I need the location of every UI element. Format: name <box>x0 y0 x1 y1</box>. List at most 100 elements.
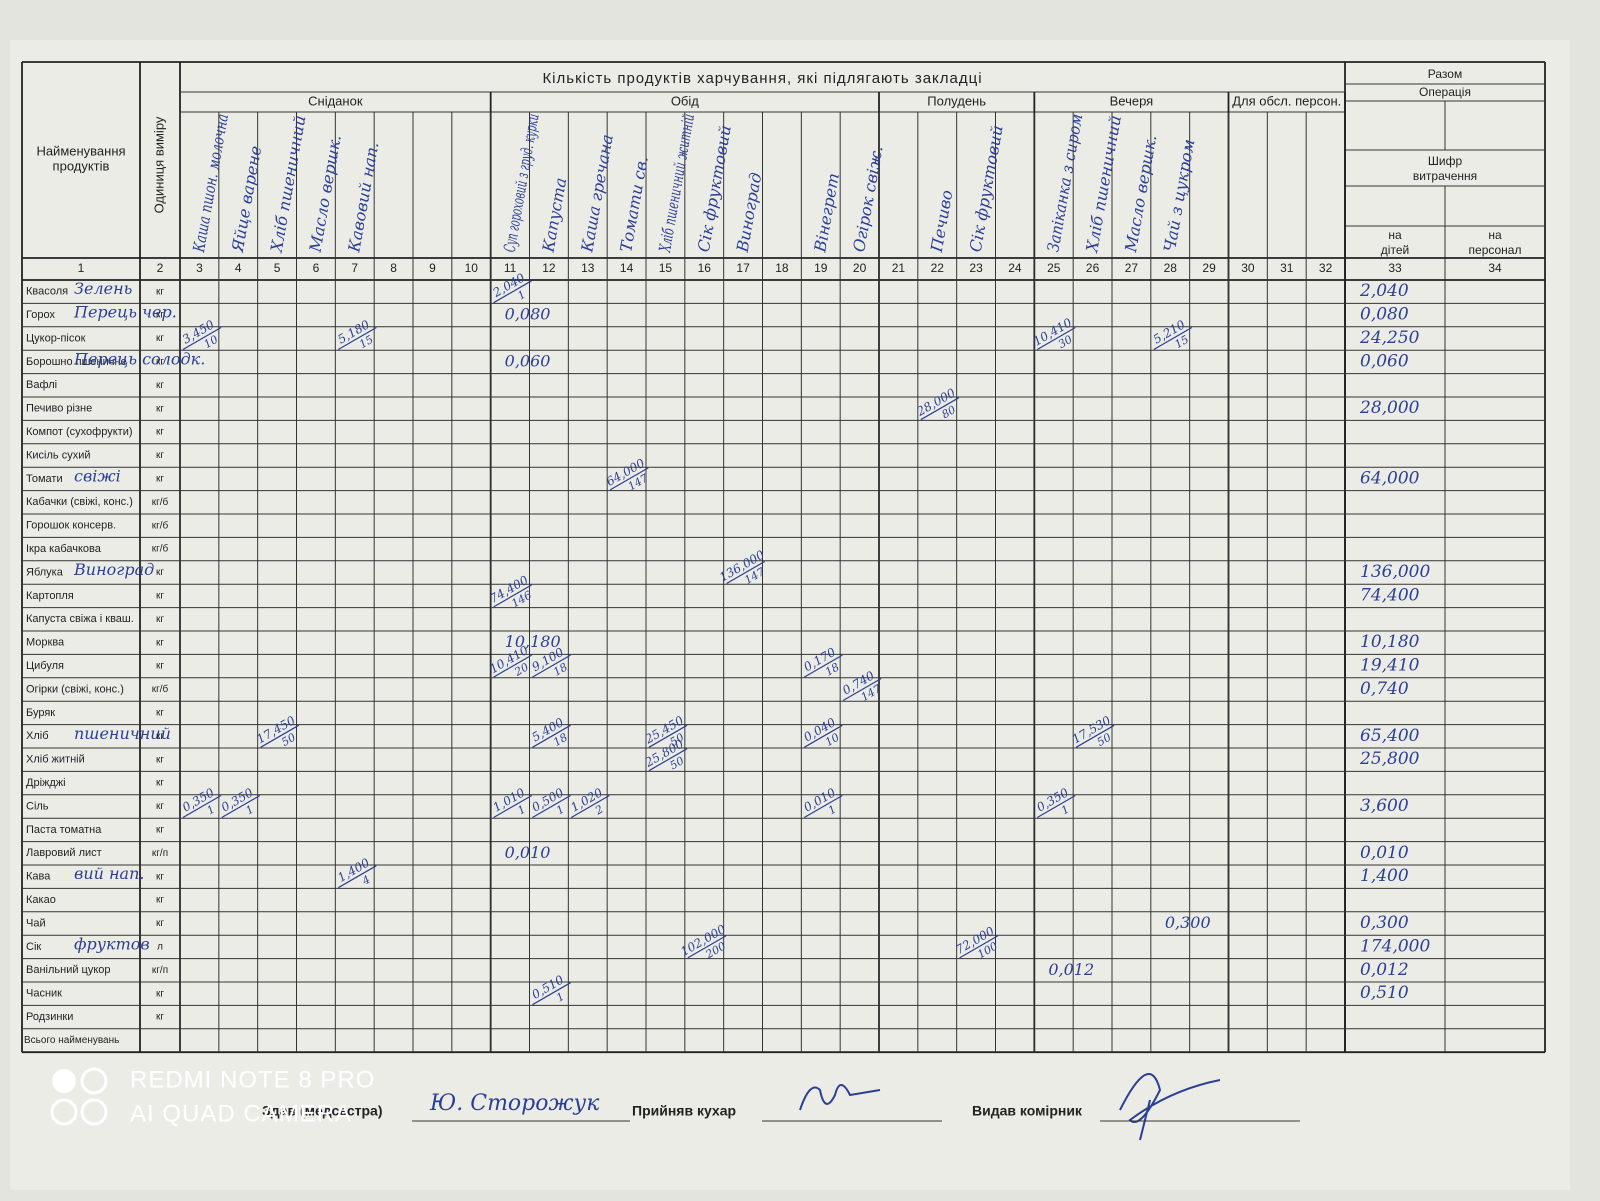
entry-portions: 80 <box>939 403 958 421</box>
fraction-line <box>920 397 960 421</box>
column-number: 15 <box>659 261 673 275</box>
column-header: витрачення <box>1413 169 1477 183</box>
product-name: Горошок консерв. <box>26 520 116 532</box>
product-name: Часник <box>26 988 62 1000</box>
fraction-line <box>1075 724 1115 748</box>
fraction-line <box>648 724 688 748</box>
total-value: 25,800 <box>1359 749 1420 769</box>
footer-name: Ю. Сторожук <box>429 1091 600 1116</box>
unit: кг <box>156 357 164 368</box>
total-value: 0,010 <box>1360 843 1409 863</box>
fraction-line <box>648 748 688 772</box>
fraction-line <box>726 560 766 585</box>
fraction-line <box>493 280 533 304</box>
unit: кг/б <box>152 683 169 695</box>
summary-label: Всього найменувань <box>24 1035 119 1046</box>
product-name: Какао <box>26 894 56 906</box>
total-value: 0,510 <box>1360 983 1409 1003</box>
column-header: продуктів <box>53 158 110 173</box>
product-name: Цибуля <box>26 660 64 672</box>
total-value: 0,060 <box>1360 351 1409 371</box>
fraction-line <box>493 654 533 678</box>
product-name: Морква <box>26 637 65 649</box>
entry-portions: 10 <box>823 731 842 749</box>
total-value: 64,000 <box>1360 468 1420 488</box>
unit: кг <box>156 637 164 648</box>
total-value: 0,300 <box>1360 913 1409 933</box>
column-number: 24 <box>1008 261 1022 275</box>
entry-value: 0,080 <box>505 305 551 324</box>
unit: кг/п <box>152 848 168 859</box>
column-number: 4 <box>235 261 242 275</box>
fraction-line <box>532 794 571 819</box>
icon-circle <box>80 1098 108 1126</box>
unit: кг <box>156 567 164 578</box>
product-name: Хліб <box>26 730 49 742</box>
unit: кг <box>156 708 164 719</box>
column-number: 26 <box>1086 261 1100 275</box>
column-header: Найменування <box>36 143 125 158</box>
column-header: Разом <box>1428 67 1462 81</box>
icon-circle <box>52 1069 76 1093</box>
fraction-line <box>1036 326 1076 351</box>
column-number: 13 <box>581 261 595 275</box>
fraction-line <box>959 935 999 959</box>
column-number: 16 <box>698 261 712 275</box>
product-name: Цукор-пісок <box>26 332 86 344</box>
product-name: Вафлі <box>26 379 57 391</box>
product-name: Печиво різне <box>26 403 92 415</box>
product-name: Лавровий лист <box>26 847 102 859</box>
signature-cook <box>799 1084 881 1111</box>
column-number: 6 <box>313 261 320 275</box>
column-number: 5 <box>274 261 281 275</box>
unit: кг <box>156 825 164 836</box>
footer-label: Видав комірник <box>972 1103 1083 1119</box>
column-header: Одиниця виміру <box>151 116 166 213</box>
column-number: 1 <box>78 261 85 275</box>
unit: кг <box>156 988 164 999</box>
product-note: вий нап. <box>74 864 144 883</box>
product-note: пшеничний <box>74 724 171 743</box>
fraction-line <box>337 865 377 889</box>
unit: кг <box>156 778 164 789</box>
unit: кг <box>156 474 164 485</box>
product-note: Зелень <box>74 279 132 298</box>
fraction-line <box>260 724 300 748</box>
unit: кг/б <box>152 496 169 508</box>
unit: кг <box>156 614 164 625</box>
entry-portions: 15 <box>357 333 376 351</box>
entry-portions: 50 <box>1095 731 1114 749</box>
fraction-line <box>803 794 843 819</box>
meal-header: Сніданок <box>308 93 363 108</box>
column-number: 33 <box>1388 261 1402 275</box>
column-number: 21 <box>892 261 906 275</box>
entry-value: 10,180 <box>505 632 561 651</box>
entry-value: 0,012 <box>1048 960 1094 979</box>
unit: кг/б <box>152 519 169 531</box>
entry-value: 0,060 <box>505 351 551 370</box>
column-header: дітей <box>1381 243 1409 257</box>
total-value: 1,400 <box>1360 866 1409 886</box>
fraction-line <box>221 794 261 819</box>
form-title: Кількість продуктів харчування, які підл… <box>542 70 982 87</box>
column-number: 8 <box>390 261 397 275</box>
column-number: 17 <box>736 261 750 275</box>
entry-portions: 50 <box>668 754 687 772</box>
total-value: 74,400 <box>1360 585 1420 605</box>
fraction-line <box>1153 326 1193 351</box>
fraction-line <box>493 584 533 608</box>
total-value: 10,180 <box>1360 632 1420 652</box>
camera-icon <box>50 1067 108 1126</box>
fraction-line <box>182 326 222 351</box>
product-name: Квасоля <box>26 286 68 298</box>
entry-value: 0,300 <box>1165 913 1211 932</box>
entry-portions: 18 <box>551 660 570 678</box>
column-number: 7 <box>351 261 358 275</box>
watermark: REDMI NOTE 8 PRO <box>130 1066 375 1093</box>
meal-header: Для обсл. персон. <box>1232 93 1341 108</box>
fraction-line <box>532 724 571 748</box>
total-value: 2,040 <box>1359 281 1409 301</box>
total-value: 0,740 <box>1360 679 1409 699</box>
fraction-line <box>570 794 610 819</box>
column-header: на <box>1388 228 1402 242</box>
